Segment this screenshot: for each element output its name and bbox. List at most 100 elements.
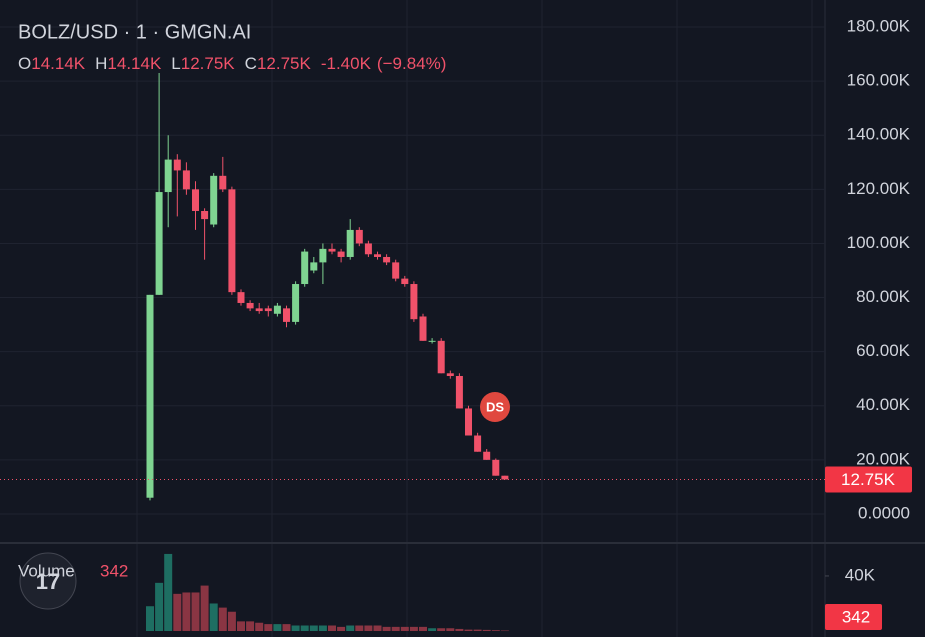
candle-body: [301, 251, 309, 285]
candle-body: [446, 373, 454, 376]
volume-bar: [164, 553, 173, 631]
y-tick-label: 140.00K: [847, 125, 911, 144]
candle-body: [283, 308, 290, 322]
candle-body: [192, 189, 199, 211]
last-price-label: 12.75K: [841, 470, 896, 489]
candle-body: [337, 251, 345, 257]
volume-bar: [300, 625, 309, 631]
y-tick-label: 20.00K: [856, 449, 911, 468]
volume-bar: [246, 621, 255, 631]
volume-bar: [191, 592, 200, 631]
candle-body: [383, 256, 391, 263]
candle-body: [219, 175, 227, 190]
volume-bar: [455, 628, 464, 631]
volume-bar: [346, 625, 355, 631]
candle-body: [401, 278, 409, 285]
volume-bar: [464, 629, 473, 631]
candle-body: [182, 170, 190, 190]
volume-bar: [255, 622, 264, 631]
candle-body: [410, 284, 418, 320]
candle-body: [164, 159, 172, 193]
volume-bar: [373, 625, 382, 631]
y-tick-label: 100.00K: [847, 233, 911, 252]
volume-bar: [437, 628, 446, 631]
candle-body: [474, 435, 482, 452]
ohlc-legend: O14.14K H14.14K L12.75K C12.75K -1.40K (−9.84…: [18, 54, 446, 73]
volume-bar: [146, 606, 154, 631]
last-price-box: [825, 466, 912, 493]
volume-bar: [400, 626, 409, 631]
candle-body: [465, 408, 472, 436]
candle-body: [228, 189, 236, 293]
volume-bar: [500, 630, 509, 632]
volume-bar: [155, 582, 164, 631]
vertical-grid: [136, 0, 813, 637]
volume-bar: [364, 625, 373, 631]
legend-key: C: [245, 54, 257, 73]
candle-body: [346, 229, 354, 257]
candle-body: [173, 159, 181, 171]
volume-bar: [328, 625, 336, 631]
candle-body: [501, 475, 509, 480]
logo: [19, 552, 77, 610]
candle-body: [483, 451, 491, 460]
legend-value: 14.14K: [107, 54, 162, 73]
ds-badge: [480, 392, 510, 422]
y-tick-label: 40.00K: [856, 395, 911, 414]
candle-body: [437, 340, 445, 374]
volume-bar: [291, 625, 300, 631]
change: -1.40K: [321, 54, 372, 73]
candle-body: [319, 248, 327, 263]
y-tick-label: 60.00K: [856, 341, 911, 360]
candle-body: [146, 294, 154, 498]
candle-body: [210, 175, 218, 225]
logo-text: 17: [36, 569, 60, 594]
volume-bar: [237, 621, 245, 631]
candle-body: [355, 229, 363, 244]
y-tick-label: 160.00K: [847, 71, 911, 90]
volume-bar: [200, 585, 209, 631]
volume-bar: [491, 630, 500, 631]
volume-bar: [227, 611, 236, 631]
volume-bar: [482, 629, 491, 631]
y-tick-label: 180.00K: [847, 17, 911, 36]
legend-key: L: [171, 54, 180, 73]
volume-bar: [209, 603, 218, 631]
legend-value: 14.14K: [31, 54, 86, 73]
chart-title: BOLZ/USD · 1 · GMGN.AI: [18, 21, 251, 43]
volume-bar: [182, 592, 191, 631]
y-tick-label: 0.0000: [858, 503, 910, 522]
candle-body: [492, 459, 500, 476]
volume-bar: [391, 626, 400, 631]
candle-body: [364, 243, 372, 255]
volume-bar: [282, 624, 291, 631]
volume-bar: [309, 625, 318, 631]
legend-value: 12.75K: [257, 54, 312, 73]
volume-bar: [355, 625, 364, 631]
last-volume-box: [825, 604, 882, 630]
volume-bar: [318, 625, 327, 631]
volume-bar: [173, 593, 182, 631]
y-tick-label: 120.00K: [847, 179, 911, 198]
volume-bar: [264, 624, 273, 631]
volume-bar: [382, 626, 391, 631]
candle-body: [255, 308, 263, 312]
volume-bar: [218, 607, 227, 631]
candle-body: [273, 305, 281, 314]
volume-bar: [409, 626, 418, 631]
candle-body: [374, 254, 381, 257]
legend-key: O: [18, 54, 31, 73]
ds-badge-text: DS: [486, 399, 504, 414]
candle-body: [155, 192, 163, 295]
last-volume-label: 342: [842, 607, 870, 626]
volume-bar: [419, 626, 427, 631]
candle-body: [428, 340, 436, 342]
volume-bar: [337, 626, 346, 631]
volume-value: 342: [100, 561, 128, 580]
volume-bar: [446, 628, 455, 631]
candle-body: [455, 375, 463, 409]
legend-value: 12.75K: [181, 54, 236, 73]
candle-body: [201, 210, 209, 220]
